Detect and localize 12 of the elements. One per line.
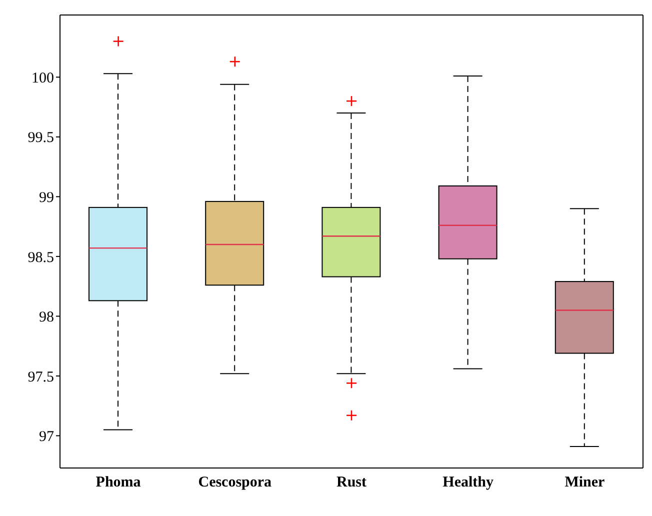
y-tick-label: 98.5 xyxy=(28,250,54,266)
x-tick-label: Phoma xyxy=(96,474,142,491)
y-tick-label: 97 xyxy=(39,429,54,446)
x-tick-label: Cescospora xyxy=(198,474,272,491)
y-tick-label: 99.5 xyxy=(28,130,54,146)
x-tick-label: Miner xyxy=(564,474,606,491)
x-tick-label: Healthy xyxy=(442,474,494,491)
y-tick-label: 100 xyxy=(32,70,54,86)
y-tick-label: 98 xyxy=(39,310,54,326)
y-tick-label: 97.5 xyxy=(28,369,54,386)
x-tick-label: Rust xyxy=(336,474,367,491)
y-tick-label: 99 xyxy=(39,190,54,206)
